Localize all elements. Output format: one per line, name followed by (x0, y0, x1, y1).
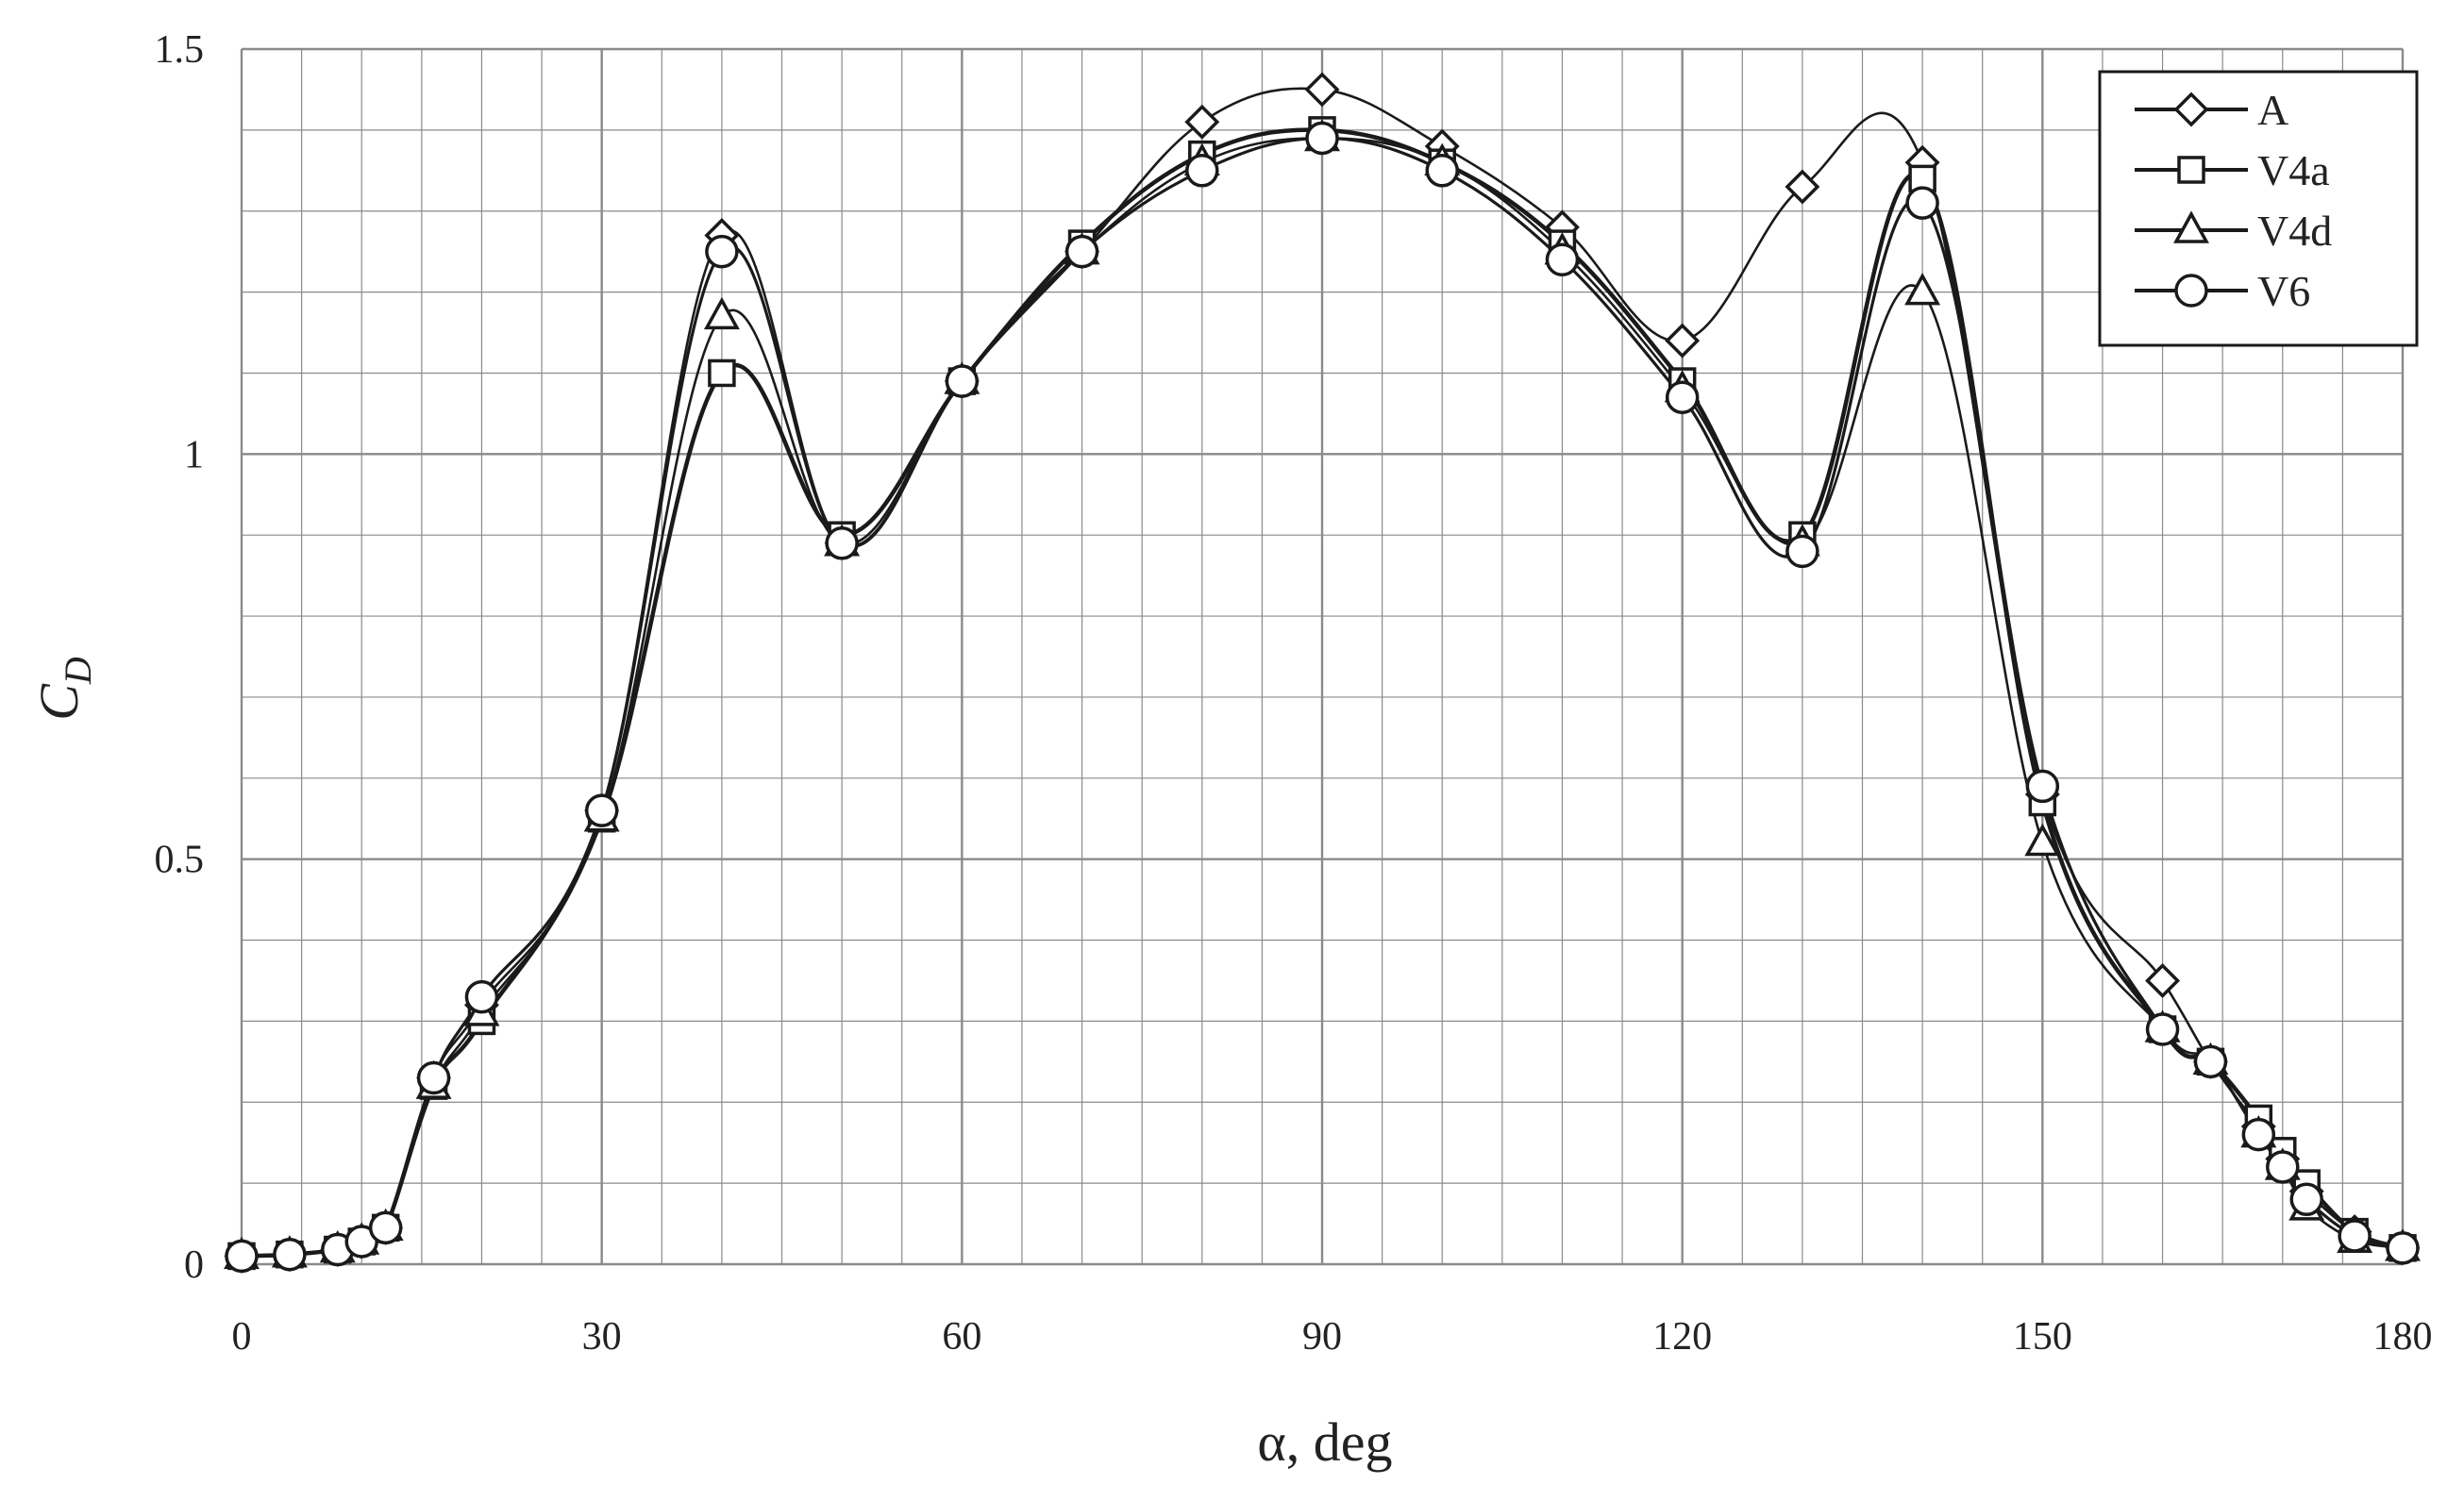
data-point-v6 (416, 1060, 451, 1095)
data-point-v6 (2338, 1219, 2372, 1253)
data-point-a (2145, 962, 2181, 998)
data-point-v6 (2386, 1231, 2420, 1265)
x-tick-label: 0 (232, 1315, 252, 1359)
markers-v6 (225, 121, 2420, 1274)
legend-label: A (2257, 86, 2288, 134)
x-tick-label: 90 (1302, 1315, 1342, 1359)
legend-label: V4d (2257, 207, 2332, 255)
data-point-v6 (273, 1237, 307, 1272)
legend-box (2098, 70, 2419, 347)
legend-label: V4a (2257, 146, 2330, 194)
data-point-a (1184, 104, 1220, 140)
y-axis-title: CD (28, 657, 99, 721)
data-point-v6 (2025, 769, 2060, 804)
x-tick-label: 150 (2013, 1315, 2072, 1359)
data-point-v6 (2289, 1182, 2323, 1217)
data-point-v4d (2024, 823, 2061, 857)
data-point-v6 (1305, 121, 1339, 156)
legend-label: V6 (2257, 267, 2310, 315)
legend-item-a: A (2135, 86, 2288, 134)
data-point-v6 (2193, 1044, 2228, 1079)
y-tick-label: 1.5 (155, 28, 205, 72)
legend-marker (2173, 92, 2209, 127)
legend-marker (2174, 274, 2208, 308)
data-point-a (1304, 72, 1340, 108)
data-point-v6 (2241, 1117, 2276, 1152)
data-point-v6 (1905, 186, 1939, 220)
data-point-v6 (464, 979, 499, 1014)
data-point-v6 (1545, 242, 1580, 277)
series-layer (224, 72, 2421, 1274)
y-tick-label: 0.5 (155, 839, 205, 882)
legend-marker (2177, 156, 2205, 184)
x-tick-label: 180 (2373, 1315, 2433, 1359)
data-point-v6 (705, 234, 739, 269)
legend-item-v6: V6 (2135, 267, 2310, 315)
data-point-v6 (2145, 1012, 2180, 1046)
data-point-v6 (225, 1239, 259, 1274)
x-axis-title: α, deg (1257, 1411, 1392, 1473)
x-tick-label: 30 (582, 1315, 622, 1359)
data-point-v6 (368, 1210, 403, 1245)
data-point-v4d (1904, 272, 1941, 306)
legend-items: A V4a V4d V6 (2135, 86, 2332, 315)
data-point-v6 (1185, 154, 1219, 188)
data-point-a (1665, 323, 1701, 359)
data-point-v6 (1665, 380, 1700, 414)
x-tick-label: 60 (942, 1315, 981, 1359)
y-tick-label: 1 (184, 433, 204, 476)
legend-item-v4d: V4d (2135, 207, 2332, 255)
data-point-v6 (1064, 234, 1099, 269)
y-axis-title-main: C (28, 683, 90, 721)
data-point-v4a (708, 359, 736, 388)
tick-layer: 0 30 60 90 120 150 180 0 0.5 1 1.5 (155, 28, 2433, 1359)
data-point-v6 (584, 793, 619, 827)
x-tick-label: 120 (1652, 1315, 1712, 1359)
legend: A V4a V4d V6 (2098, 70, 2419, 347)
data-point-v6 (1425, 154, 1459, 188)
data-point-v6 (825, 526, 859, 560)
y-axis-title-subscript: D (57, 657, 99, 685)
data-point-a (1785, 169, 1820, 205)
data-point-v6 (2266, 1150, 2300, 1184)
y-tick-label: 0 (184, 1243, 204, 1287)
data-point-v6 (945, 364, 980, 398)
data-point-v4d (703, 296, 740, 330)
legend-item-v4a: V4a (2135, 146, 2330, 194)
legend-marker (2173, 210, 2209, 243)
data-point-v6 (1785, 534, 1819, 569)
grid-layer (240, 47, 2405, 1266)
